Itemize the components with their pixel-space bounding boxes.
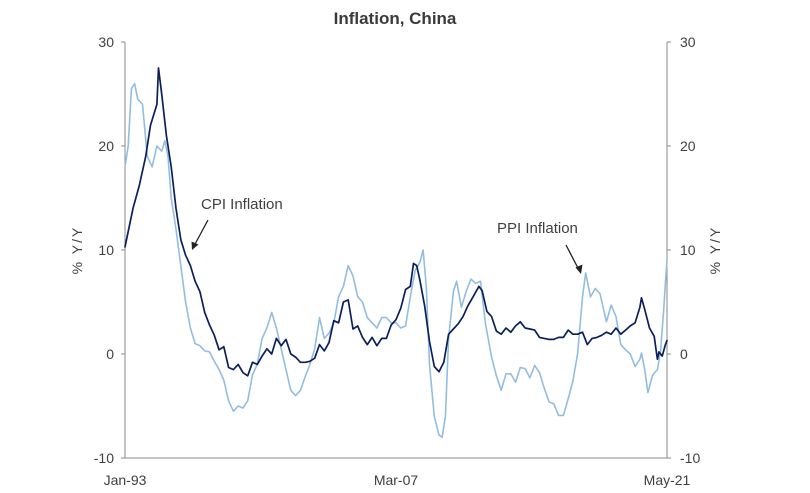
left-y-tick-label: 0 xyxy=(106,346,114,362)
right-y-tick-label: 20 xyxy=(680,138,696,154)
left-y-tick-label: -10 xyxy=(94,450,114,466)
annotation-cpi-arrow-head xyxy=(191,241,199,250)
left-y-tick-labels: -10 0 10 20 30 xyxy=(94,34,125,466)
chart-title: Inflation, China xyxy=(334,9,457,28)
x-tick-label: Jan-93 xyxy=(104,472,147,488)
annotation-cpi-arrow-line xyxy=(193,219,209,247)
right-y-tick-label: 10 xyxy=(680,242,696,258)
annotation-ppi-arrow-head xyxy=(575,264,583,274)
right-y-tick-labels: -10 0 10 20 30 xyxy=(667,34,700,466)
annotation-cpi-inflation: CPI Inflation xyxy=(201,196,283,213)
x-tick-labels: Jan-93 Mar-07 May-21 xyxy=(104,472,691,488)
right-y-tick-label: 0 xyxy=(680,346,688,362)
right-y-tick-label: -10 xyxy=(680,450,700,466)
right-y-axis-label: % Y/Y xyxy=(707,226,723,275)
left-y-tick-label: 30 xyxy=(98,34,114,50)
left-y-tick-label: 10 xyxy=(98,242,114,258)
left-y-tick-label: 20 xyxy=(98,138,114,154)
series-line-ppi-inflation xyxy=(124,82,668,438)
series-line-cpi-inflation xyxy=(124,67,668,377)
right-y-tick-label: 30 xyxy=(680,34,696,50)
x-tick-label: May-21 xyxy=(644,472,691,488)
series-layer xyxy=(124,67,668,438)
left-y-axis-label: % Y/Y xyxy=(69,226,85,275)
x-tick-label: Mar-07 xyxy=(374,472,419,488)
annotation-ppi-arrow-line xyxy=(565,244,580,271)
annotation-ppi-inflation: PPI Inflation xyxy=(497,220,578,237)
